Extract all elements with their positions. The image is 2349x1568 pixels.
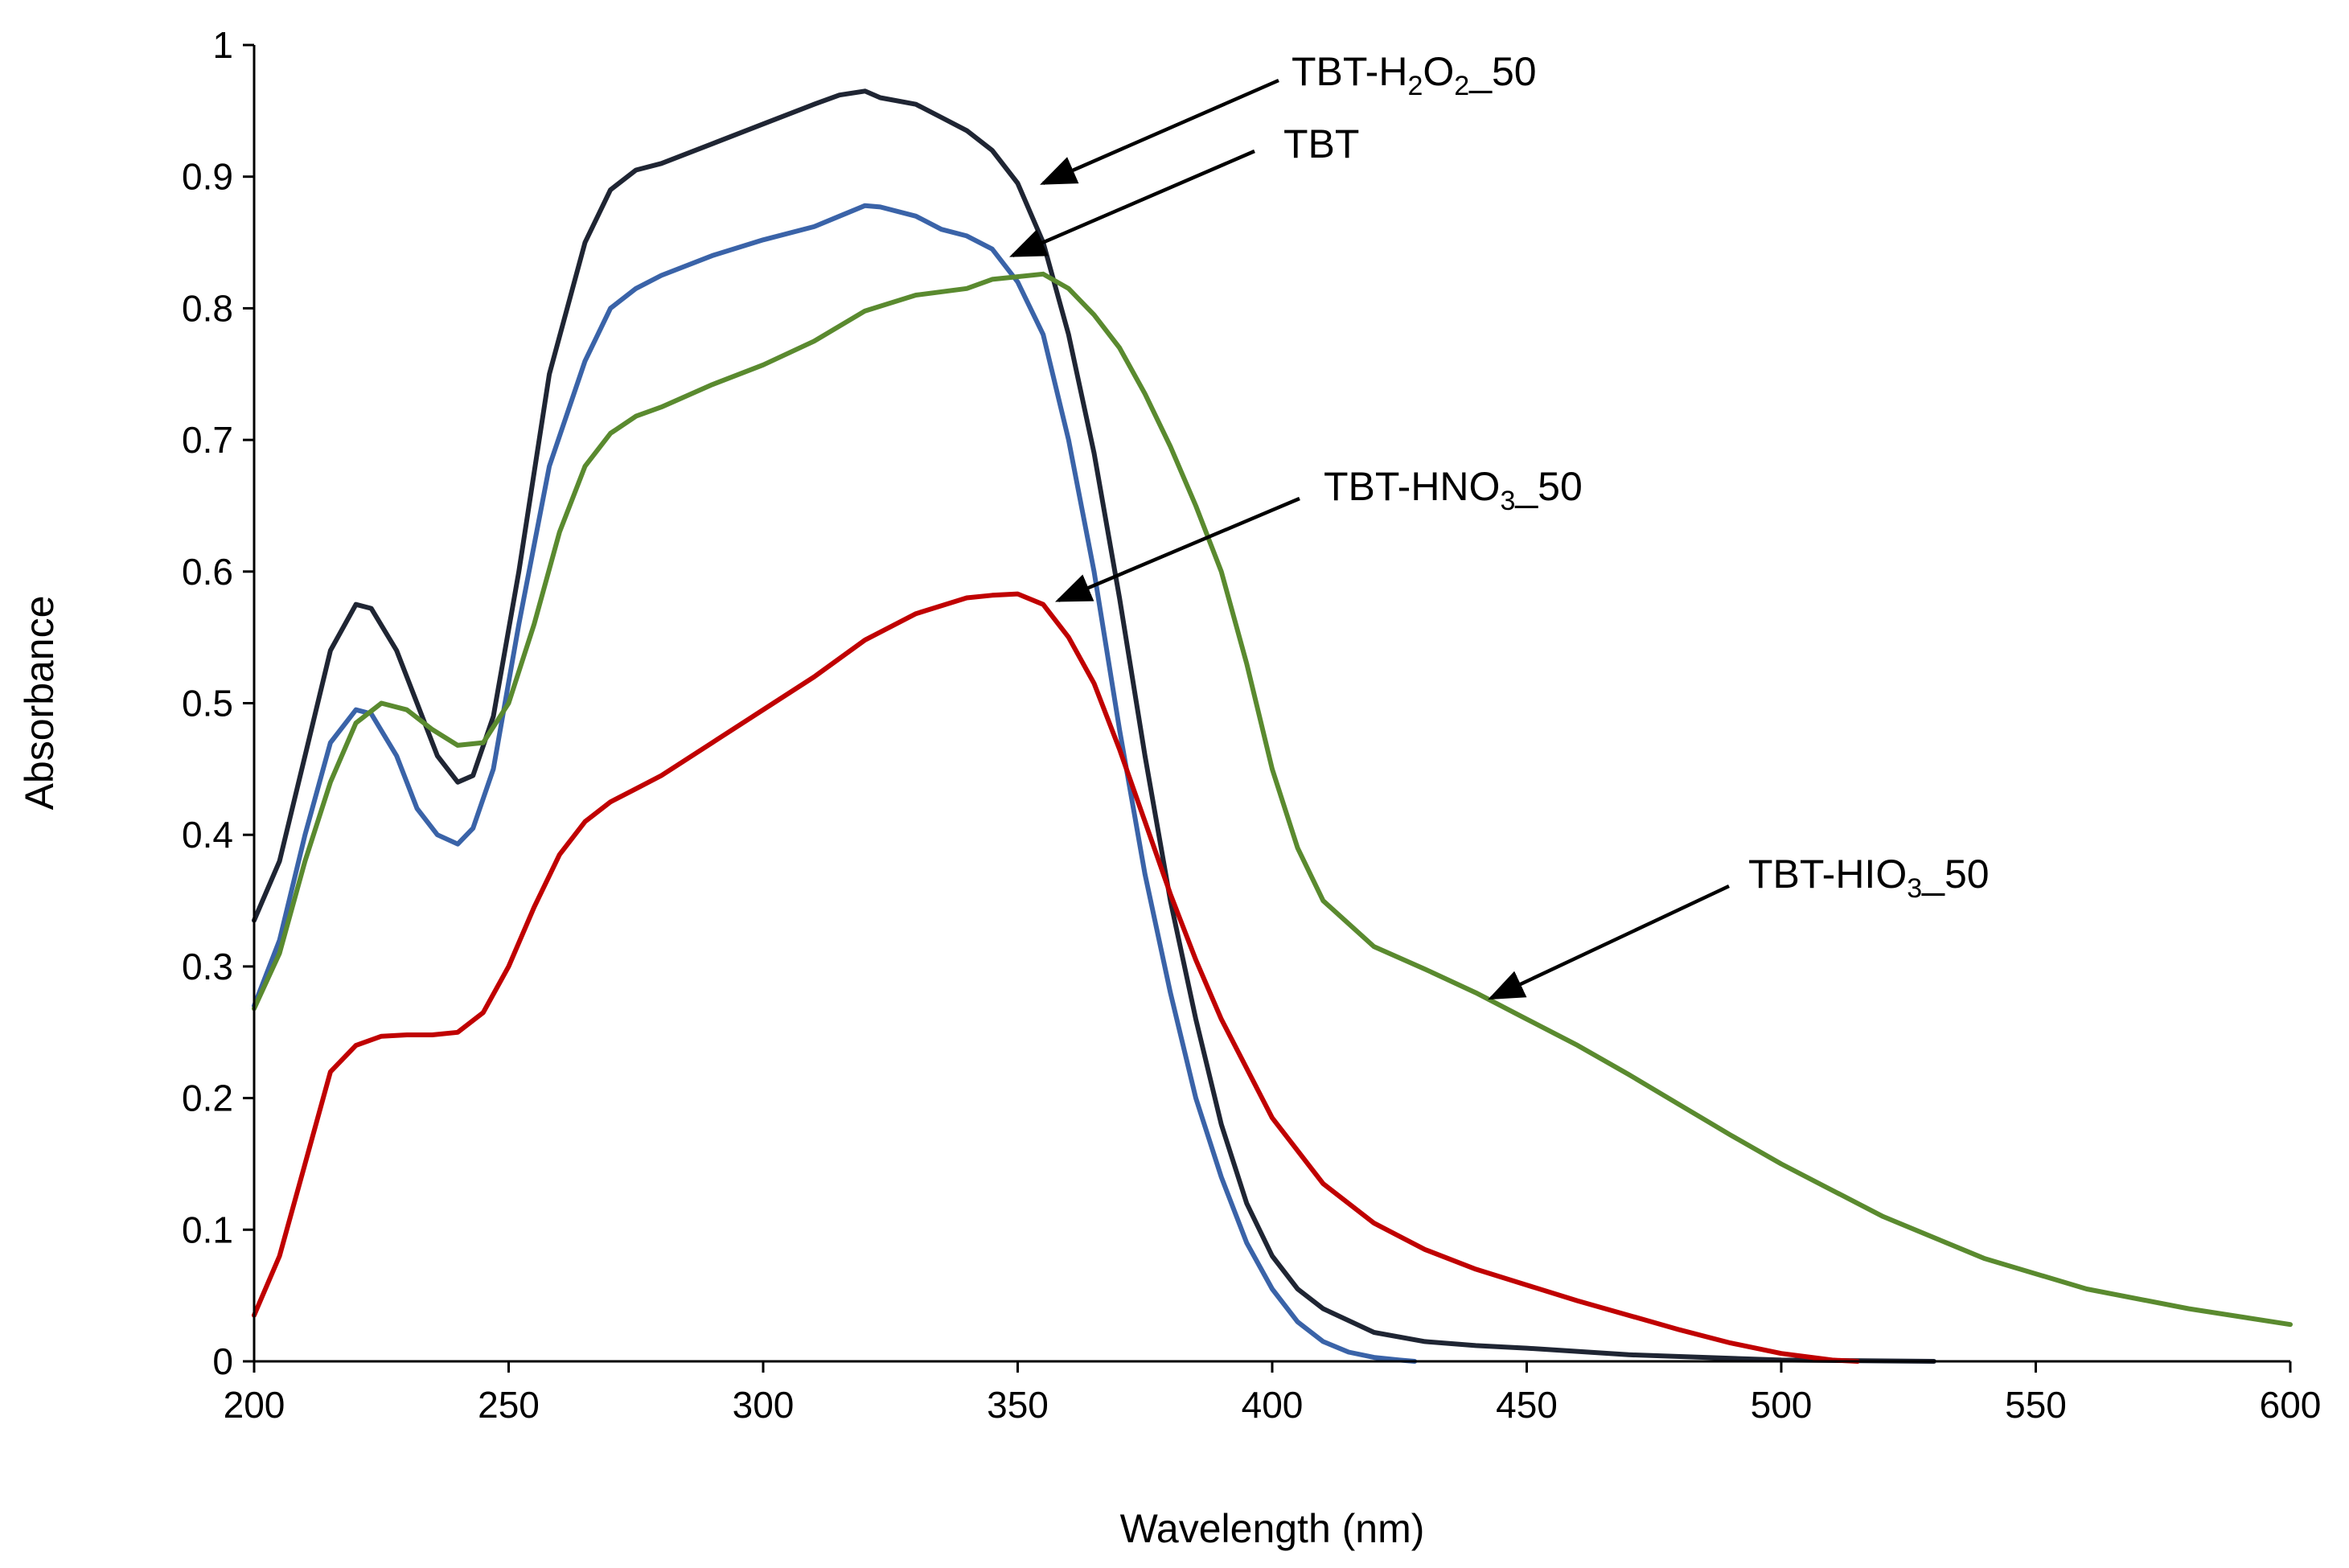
annotation-arrow-hno3 xyxy=(1054,496,1300,602)
y-tick-label: 1 xyxy=(212,24,233,66)
x-tick-label: 400 xyxy=(1242,1384,1304,1426)
series-line-2 xyxy=(252,271,2293,1328)
x-tick-label: 600 xyxy=(2260,1384,2322,1426)
anno-hno3-tail: _50 xyxy=(1514,464,1582,509)
anno-hio3-sub1: 3 xyxy=(1907,873,1922,904)
y-tick-label: 0.7 xyxy=(182,419,233,461)
x-tick-label: 200 xyxy=(224,1384,285,1426)
annotation-layer: TBT-H2O2_50 TBT TBT-HNO3_50 TBT-HIO3_50 xyxy=(1009,49,1990,1000)
y-tick-label: 0.2 xyxy=(182,1077,233,1119)
anno-hno3-main: TBT-HNO xyxy=(1324,464,1500,509)
y-tick-label: 0.4 xyxy=(182,814,233,856)
x-tick-label: 250 xyxy=(478,1384,540,1426)
annotation-label-hio3: TBT-HIO3_50 xyxy=(1748,852,1990,904)
x-tick-label: 450 xyxy=(1496,1384,1558,1426)
annotation-label-tbt: TBT xyxy=(1283,121,1359,166)
y-tick-label: 0.1 xyxy=(182,1209,233,1250)
series-layer xyxy=(252,88,2293,1364)
anno-h2o2-tail: _50 xyxy=(1468,49,1536,94)
annotation-label-hno3: TBT-HNO3_50 xyxy=(1324,464,1583,516)
anno-h2o2-main: TBT-H xyxy=(1292,49,1407,94)
anno-hno3-sub1: 3 xyxy=(1500,486,1515,516)
annotation-label-h2o2: TBT-H2O2_50 xyxy=(1292,49,1537,101)
anno-hio3-tail: _50 xyxy=(1921,852,1989,897)
x-tick-label: 300 xyxy=(733,1384,795,1426)
x-axis-title: Wavelength (nm) xyxy=(1120,1506,1425,1551)
ticks-layer: 200 250 300 350 400 450 500 550 600 0 0.1 0.2 0.3 0.4… xyxy=(182,24,2321,1426)
anno-h2o2-mid: O xyxy=(1423,49,1454,94)
y-tick-label: 0.3 xyxy=(182,946,233,987)
y-tick-label: 0.9 xyxy=(182,156,233,198)
series-line-3 xyxy=(252,591,1860,1364)
anno-h2o2-sub2: 2 xyxy=(1454,71,1469,101)
series-line-0 xyxy=(252,88,1936,1364)
annotation-arrow-hio3 xyxy=(1488,884,1730,1000)
anno-h2o2-sub1: 2 xyxy=(1407,71,1423,101)
y-tick-label: 0.6 xyxy=(182,551,233,593)
y-axis-title: Absorbance xyxy=(17,596,62,811)
series-line-1 xyxy=(252,203,1418,1364)
x-tick-label: 500 xyxy=(1751,1384,1813,1426)
y-tick-label: 0 xyxy=(212,1340,233,1382)
y-tick-label: 0.5 xyxy=(182,683,233,724)
anno-hio3-main: TBT-HIO xyxy=(1748,852,1907,897)
annotation-arrow-tbt xyxy=(1009,149,1255,257)
x-tick-label: 550 xyxy=(2005,1384,2067,1426)
y-tick-label: 0.8 xyxy=(182,287,233,329)
x-tick-label: 350 xyxy=(987,1384,1049,1426)
annotation-arrow-h2o2 xyxy=(1040,78,1279,185)
